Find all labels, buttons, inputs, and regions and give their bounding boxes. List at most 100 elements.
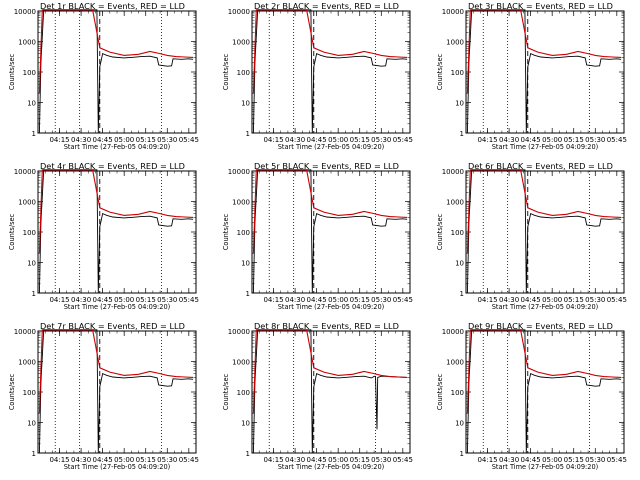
y-tick-label: 100 (23, 389, 36, 397)
panel-title: Det 3r BLACK = Events, RED = LLD (468, 1, 613, 11)
x-tick-label: 05:00 (542, 136, 562, 144)
panel-title: Det 2r BLACK = Events, RED = LLD (254, 1, 399, 11)
y-tick-label: 10 (27, 260, 36, 268)
events-series-line (38, 329, 194, 454)
x-tick-label: 05:00 (114, 456, 134, 464)
y-tick-label: 10000 (228, 8, 250, 16)
x-tick-label: 05:15 (350, 136, 370, 144)
lld-series-line (466, 329, 622, 414)
x-tick-label: 05:00 (328, 296, 348, 304)
panel-title: Det 4r BLACK = Events, RED = LLD (40, 161, 185, 171)
x-axis-label: Start Time (27-Feb-05 04:09:20) (492, 303, 599, 311)
y-tick-label: 10 (27, 420, 36, 428)
lld-series-line (466, 169, 622, 254)
panel-title: Det 5r BLACK = Events, RED = LLD (254, 161, 399, 171)
y-tick-label: 1000 (446, 199, 464, 207)
x-axis-label: Start Time (27-Feb-05 04:09:20) (278, 303, 385, 311)
events-series-line (252, 169, 408, 294)
x-tick-label: 05:45 (179, 136, 199, 144)
y-axis-label: Counts/sec (8, 53, 16, 90)
x-tick-label: 04:45 (521, 456, 541, 464)
panel-title: Det 6r BLACK = Events, RED = LLD (468, 161, 613, 171)
x-axis-label: Start Time (27-Feb-05 04:09:20) (278, 463, 385, 471)
panel-det-4r: Det 4r BLACK = Events, RED = LLD 1 10 100 10… (8, 161, 199, 311)
plot-frame (37, 330, 197, 454)
lld-series-line (38, 329, 194, 414)
y-tick-label: 1000 (446, 359, 464, 367)
x-tick-label: 05:30 (585, 136, 605, 144)
lld-series-line (252, 9, 408, 94)
x-tick-label: 05:30 (371, 136, 391, 144)
y-tick-label: 1000 (446, 39, 464, 47)
x-tick-label: 04:45 (93, 456, 113, 464)
y-tick-label: 10000 (442, 168, 464, 176)
x-tick-label: 04:15 (263, 456, 283, 464)
lld-series-line (252, 169, 408, 254)
y-tick-label: 10000 (442, 8, 464, 16)
events-series-line (466, 329, 622, 454)
y-tick-label: 10 (241, 260, 250, 268)
y-tick-label: 10000 (442, 328, 464, 336)
x-axis-label: Start Time (27-Feb-05 04:09:20) (64, 303, 171, 311)
y-tick-label: 10 (455, 100, 464, 108)
lld-series-line (38, 9, 194, 94)
x-tick-label: 04:15 (49, 456, 69, 464)
x-tick-label: 05:15 (136, 296, 156, 304)
x-tick-label: 04:45 (307, 296, 327, 304)
y-tick-label: 1 (460, 450, 464, 458)
lld-series-line (252, 329, 408, 414)
x-axis-label: Start Time (27-Feb-05 04:09:20) (492, 143, 599, 151)
y-tick-label: 1 (246, 450, 250, 458)
x-tick-label: 05:45 (607, 136, 627, 144)
x-tick-label: 05:30 (157, 136, 177, 144)
x-tick-label: 04:30 (71, 296, 91, 304)
x-tick-label: 05:15 (564, 136, 584, 144)
x-tick-label: 04:30 (285, 296, 305, 304)
x-tick-label: 04:30 (499, 296, 519, 304)
panel-det-9r: Det 9r BLACK = Events, RED = LLD 1 10 100 10… (436, 321, 627, 471)
plot-frame (37, 170, 197, 294)
plot-frame (37, 10, 197, 134)
y-tick-label: 1 (32, 130, 36, 138)
y-axis-label: Counts/sec (436, 373, 444, 410)
events-series-line (466, 9, 622, 134)
plot-frame (465, 170, 625, 294)
y-tick-label: 1000 (18, 39, 36, 47)
plot-frame (465, 10, 625, 134)
x-tick-label: 05:00 (114, 296, 134, 304)
x-tick-label: 04:30 (71, 456, 91, 464)
x-tick-label: 04:30 (499, 136, 519, 144)
events-series-line (466, 169, 622, 294)
panel-title: Det 7r BLACK = Events, RED = LLD (40, 321, 185, 331)
x-tick-label: 05:45 (179, 456, 199, 464)
x-tick-label: 05:45 (607, 296, 627, 304)
y-tick-label: 10 (455, 260, 464, 268)
y-tick-label: 1 (246, 130, 250, 138)
y-axis-label: Counts/sec (8, 373, 16, 410)
y-tick-label: 100 (237, 69, 250, 77)
x-tick-label: 04:45 (93, 136, 113, 144)
x-tick-label: 04:30 (285, 136, 305, 144)
y-tick-label: 10 (241, 100, 250, 108)
x-tick-label: 04:15 (49, 136, 69, 144)
y-tick-label: 10 (241, 420, 250, 428)
panel-det-8r: Det 8r BLACK = Events, RED = LLD 1 10 100 10… (222, 321, 413, 471)
panel-title: Det 1r BLACK = Events, RED = LLD (40, 1, 185, 11)
x-tick-label: 05:30 (157, 296, 177, 304)
events-series-line (38, 9, 194, 134)
x-tick-label: 05:15 (350, 456, 370, 464)
plot-frame (465, 330, 625, 454)
y-axis-label: Counts/sec (436, 53, 444, 90)
y-tick-label: 1 (246, 290, 250, 298)
y-tick-label: 10 (455, 420, 464, 428)
y-axis-label: Counts/sec (8, 213, 16, 250)
y-tick-label: 1000 (232, 39, 250, 47)
x-axis-label: Start Time (27-Feb-05 04:09:20) (64, 143, 171, 151)
x-tick-label: 04:45 (521, 136, 541, 144)
x-tick-label: 05:15 (136, 456, 156, 464)
x-tick-label: 04:15 (263, 136, 283, 144)
x-axis-label: Start Time (27-Feb-05 04:09:20) (278, 143, 385, 151)
y-axis-label: Counts/sec (222, 213, 230, 250)
x-tick-label: 05:00 (114, 136, 134, 144)
